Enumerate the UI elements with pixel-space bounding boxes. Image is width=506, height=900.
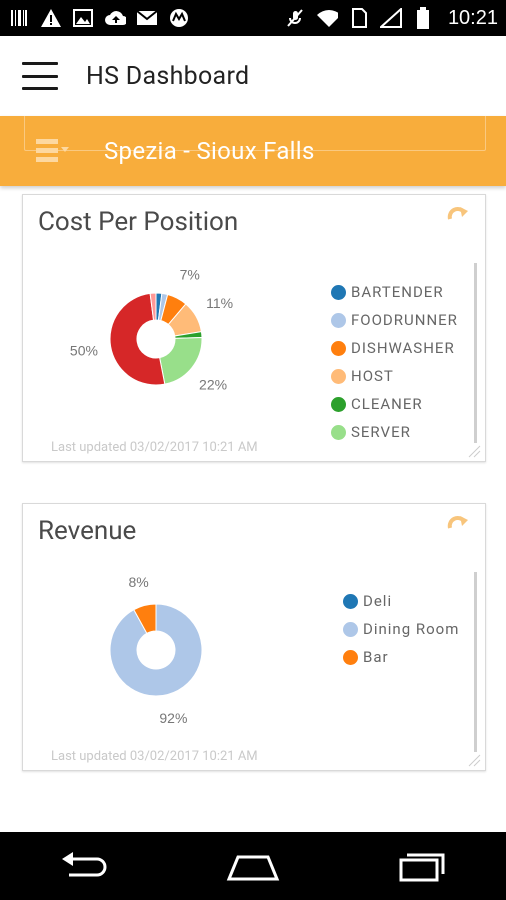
legend-item-foodrunner[interactable]: FOODRUNNER: [331, 306, 458, 334]
warning-icon: [40, 7, 62, 29]
last-updated-text: Last updated 03/02/2017 10:21 AM: [51, 440, 258, 455]
cost-per-position-card: Cost Per Position 7% 11% 22% 50% BARTENDER …: [22, 194, 486, 462]
app-title: HS Dashboard: [86, 61, 250, 91]
motorola-icon: [168, 7, 190, 29]
revenue-card: Revenue 92% 8% Deli Dining Room Bar Last …: [22, 503, 486, 771]
pie-label: 7%: [180, 266, 200, 282]
resize-handle-icon[interactable]: [467, 752, 481, 767]
refresh-icon[interactable]: [446, 205, 470, 229]
location-title[interactable]: Spezia - Sioux Falls: [104, 137, 315, 165]
card-scrollbar[interactable]: [474, 263, 477, 443]
sim-icon: [348, 7, 370, 29]
cloud-upload-icon: [104, 7, 126, 29]
legend-item-bartender[interactable]: BARTENDER: [331, 278, 458, 306]
home-icon[interactable]: [218, 846, 288, 886]
image-icon: [72, 7, 94, 29]
location-ghost-frame: [24, 116, 486, 151]
pie-label: 22%: [199, 377, 227, 393]
app-bar: HS Dashboard: [0, 36, 506, 116]
status-bar: 10:21: [0, 0, 506, 36]
battery-icon: [412, 7, 434, 29]
recents-icon[interactable]: [387, 846, 457, 886]
cell-signal-icon: [379, 7, 402, 29]
resize-handle-icon[interactable]: [467, 443, 481, 458]
barcode-icon: [8, 7, 30, 29]
last-updated-text: Last updated 03/02/2017 10:21 AM: [51, 749, 258, 764]
pie-slice-bar[interactable]: [133, 603, 157, 635]
legend-item-bar[interactable]: Bar: [343, 643, 459, 671]
pie-label: 11%: [206, 295, 233, 311]
cost-per-position-legend: BARTENDER FOODRUNNER DISHWASHER HOST CLE…: [331, 278, 458, 446]
refresh-icon[interactable]: [446, 514, 470, 538]
legend-item-dining-room[interactable]: Dining Room: [343, 615, 459, 643]
wifi-icon: [316, 7, 338, 29]
card-title: Revenue: [38, 516, 137, 546]
pie-label: 50%: [70, 343, 98, 359]
legend-item-cleaner[interactable]: CLEANER: [331, 390, 458, 418]
location-list-icon[interactable]: [36, 136, 76, 166]
pie-slice-dining-room[interactable]: [109, 603, 203, 697]
mute-icon: [284, 7, 306, 29]
pie-label: 8%: [128, 574, 148, 590]
revenue-legend: Deli Dining Room Bar: [343, 587, 459, 671]
location-bar: Spezia - Sioux Falls: [0, 116, 506, 186]
pie-slice-server[interactable]: [159, 337, 203, 385]
card-title: Cost Per Position: [38, 207, 239, 237]
card-scrollbar[interactable]: [474, 572, 477, 752]
pie-slice-other-pink[interactable]: [149, 292, 157, 321]
legend-item-host[interactable]: HOST: [331, 362, 458, 390]
back-icon[interactable]: [49, 846, 119, 886]
legend-item-server[interactable]: SERVER: [331, 418, 458, 446]
pie-slice-other-red[interactable]: [109, 292, 166, 386]
pie-label: 92%: [159, 710, 187, 726]
navigation-bar: [0, 832, 506, 900]
legend-item-deli[interactable]: Deli: [343, 587, 459, 615]
cost-per-position-chart: 7% 11% 22% 50%: [70, 266, 233, 393]
revenue-chart: 92% 8%: [109, 574, 203, 726]
hamburger-menu-icon[interactable]: [22, 62, 58, 90]
status-time: 10:21: [447, 6, 498, 29]
legend-item-dishwasher[interactable]: DISHWASHER: [331, 334, 458, 362]
mail-icon: [136, 7, 158, 29]
